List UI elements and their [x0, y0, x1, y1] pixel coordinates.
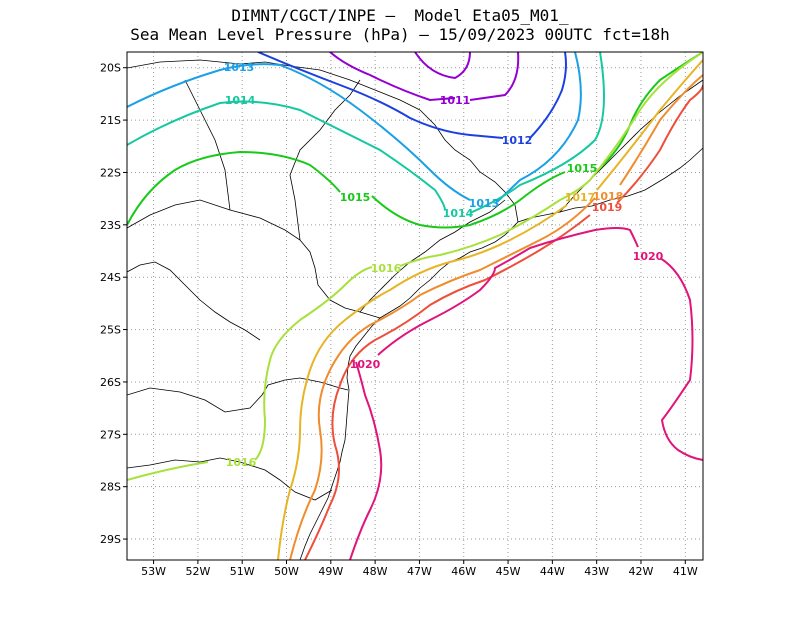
y-tick-label: 22S — [100, 166, 121, 179]
x-tick-label: 41W — [673, 565, 698, 578]
isobar-1016 — [127, 52, 703, 481]
isobar-1012 — [257, 52, 567, 139]
isobar-label-1020: 1020 — [350, 358, 381, 371]
grid-lines — [127, 52, 703, 560]
chart-title-block: DIMNT/CGCT/INPE – Model Eta05_M01_ Sea M… — [0, 6, 800, 44]
isobar-1019 — [304, 84, 703, 560]
y-tick-label: 25S — [100, 324, 121, 337]
state-border-pr-sc — [127, 377, 349, 413]
isobar-label-1019: 1019 — [592, 201, 623, 214]
x-tick-label: 52W — [185, 565, 210, 578]
y-tick-label: 23S — [100, 219, 121, 232]
isobar-label-1015: 1015 — [567, 162, 598, 175]
x-tick-label: 50W — [274, 565, 299, 578]
y-tick-label: 28S — [100, 481, 121, 494]
coastline — [299, 147, 703, 560]
isobar-lines — [127, 52, 703, 560]
x-tick-label: 44W — [540, 565, 565, 578]
x-tick-label: 45W — [496, 565, 521, 578]
isobar-labels: 1011101210131013101410141015101510161016… — [224, 61, 664, 469]
isobar-label-1012: 1012 — [502, 134, 533, 147]
y-axis-ticks: 20S 21S 22S 23S 24S 25S 26S 27S 28S 29S — [100, 62, 127, 546]
isobar-label-1018: 1018 — [593, 190, 624, 203]
x-tick-label: 49W — [318, 565, 343, 578]
x-tick-label: 43W — [584, 565, 609, 578]
chart-title: DIMNT/CGCT/INPE – Model Eta05_M01_ — [231, 6, 569, 25]
y-tick-label: 27S — [100, 428, 121, 441]
isobar-label-1015: 1015 — [340, 191, 371, 204]
isobar-1018 — [289, 74, 703, 560]
isobar-1011 — [329, 52, 456, 102]
state-border-sp-mg — [127, 199, 381, 319]
coastline-and-borders — [127, 59, 703, 560]
x-tick-label: 48W — [363, 565, 388, 578]
x-tick-label: 46W — [451, 565, 476, 578]
isobar-label-1016: 1016 — [226, 456, 257, 469]
state-border-sc-rs — [127, 457, 333, 501]
isobar-label-1017: 1017 — [565, 191, 596, 204]
isobar-1017 — [277, 59, 703, 560]
y-tick-label: 21S — [100, 114, 121, 127]
argentina-paraguay-border — [127, 261, 261, 341]
plot-frame — [126, 51, 704, 561]
x-tick-label: 47W — [407, 565, 432, 578]
isobar-label-1013: 1013 — [224, 61, 255, 74]
isobar-1020 — [349, 227, 703, 560]
chart-subtitle: Sea Mean Level Pressure (hPa) – 15/09/20… — [130, 25, 670, 44]
y-tick-label: 20S — [100, 62, 121, 75]
x-axis-ticks: 53W 52W 51W 50W 49W 48W 47W 46W 45W 44W 43W 42W 41W — [141, 560, 698, 578]
x-tick-label: 53W — [141, 565, 166, 578]
x-tick-label: 42W — [629, 565, 654, 578]
isobar-1013 — [127, 52, 582, 203]
isobar-1011-segment — [414, 52, 520, 101]
state-border-mg-go — [127, 59, 421, 111]
isobar-label-1013: 1013 — [469, 197, 500, 210]
state-border-interior — [184, 79, 506, 313]
isobar-label-1014: 1014 — [225, 94, 256, 107]
y-tick-label: 29S — [100, 533, 121, 546]
isobar-label-1020: 1020 — [633, 250, 664, 263]
y-tick-label: 24S — [100, 271, 121, 284]
isobar-label-1014: 1014 — [443, 207, 474, 220]
y-tick-label: 26S — [100, 376, 121, 389]
isobar-label-1011: 1011 — [440, 94, 471, 107]
state-border-mg-rj-es — [419, 79, 703, 223]
isobar-1014 — [127, 52, 605, 214]
isobar-label-1016: 1016 — [371, 262, 402, 275]
x-tick-label: 51W — [230, 565, 255, 578]
